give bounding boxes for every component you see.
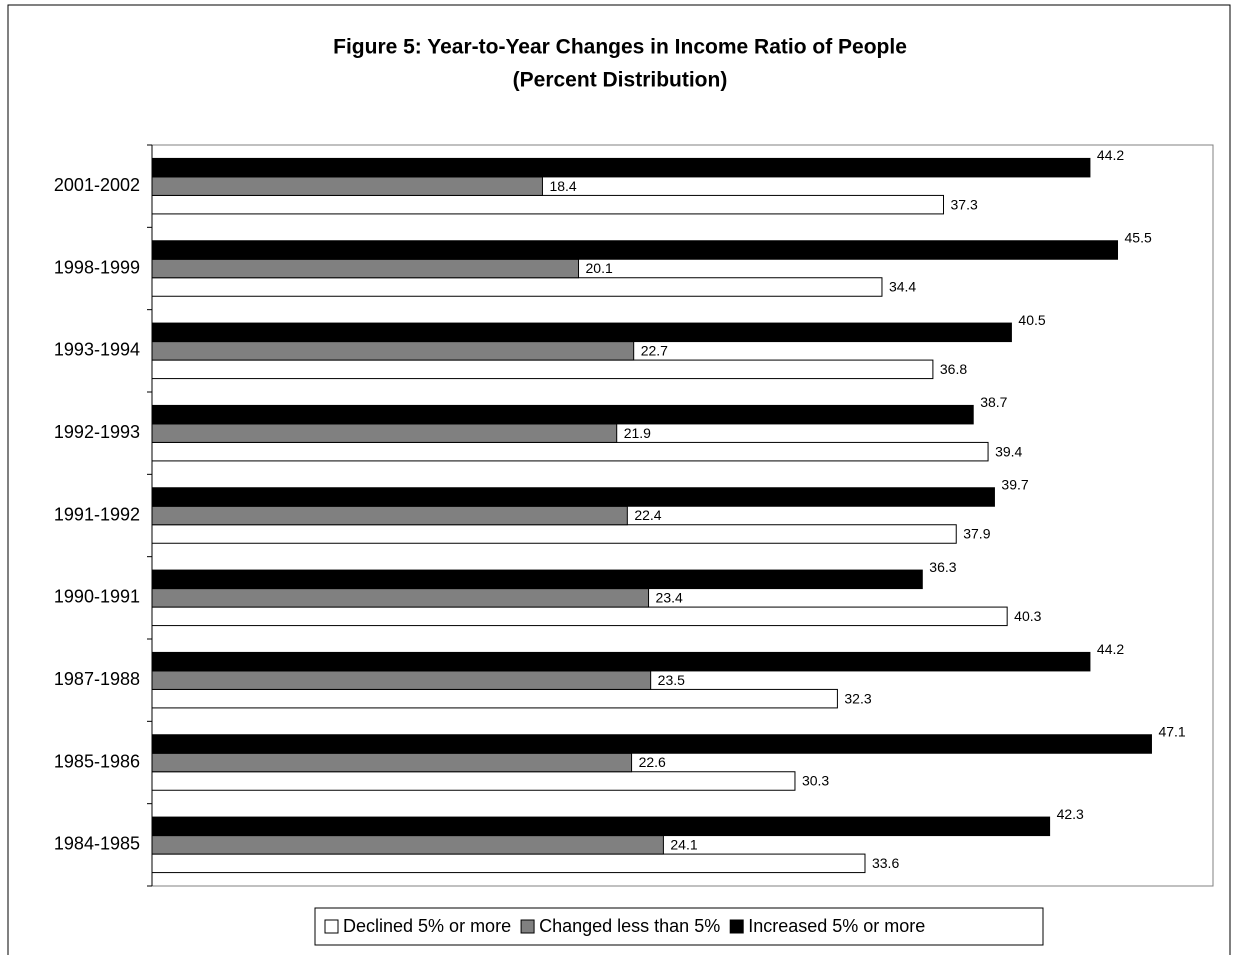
bar: [151, 505, 628, 526]
data-label: 44.2: [1097, 641, 1124, 657]
data-label: 22.6: [639, 754, 666, 770]
legend-swatch: [324, 919, 339, 934]
data-label: 39.7: [1001, 476, 1028, 492]
bar: [151, 752, 633, 773]
data-label: 45.5: [1125, 229, 1152, 245]
bar: [151, 176, 543, 196]
legend-swatch: [729, 919, 744, 934]
data-label: 24.1: [670, 837, 697, 853]
chart-border: [7, 4, 1231, 955]
data-label: 23.4: [656, 590, 683, 606]
data-label: 47.1: [1158, 723, 1185, 739]
legend-label: Declined 5% or more: [343, 916, 511, 936]
data-label: 30.3: [802, 773, 829, 789]
data-label: 39.4: [995, 443, 1022, 459]
data-label: 21.9: [624, 425, 651, 441]
y-tick-label: 1991-1992: [54, 504, 140, 524]
chart-title: Figure 5: Year-to-Year Changes in Income…: [333, 36, 907, 59]
y-tick-label: 1998-1999: [54, 257, 140, 277]
legend-swatch: [520, 919, 535, 934]
data-label: 40.3: [1014, 608, 1041, 624]
chart-subtitle: (Percent Distribution): [513, 69, 728, 92]
y-tick-label: 1993-1994: [54, 340, 140, 360]
bar: [151, 322, 1012, 343]
data-label: 22.7: [641, 343, 668, 359]
bar: [151, 194, 945, 215]
y-tick-label: 1984-1985: [54, 834, 140, 854]
bar: [151, 341, 635, 361]
data-label: 34.4: [889, 279, 916, 295]
data-label: 20.1: [586, 260, 613, 276]
data-label: 32.3: [844, 690, 871, 706]
bar: [151, 835, 664, 855]
y-tick-label: 1990-1991: [54, 587, 140, 607]
bar: [151, 423, 618, 443]
data-label: 22.4: [634, 507, 661, 523]
bar: [151, 651, 1091, 672]
data-label: 23.5: [658, 672, 685, 688]
bar: [151, 734, 1152, 754]
data-label: 36.8: [940, 361, 967, 377]
y-tick-label: 1987-1988: [54, 669, 140, 689]
data-label: 33.6: [872, 855, 899, 871]
data-label: 42.3: [1057, 806, 1084, 822]
bar: [151, 569, 923, 590]
bar: [151, 588, 650, 608]
data-label: 37.9: [963, 526, 990, 542]
data-label: 44.2: [1097, 147, 1124, 163]
data-label: 36.3: [929, 559, 956, 575]
data-label: 38.7: [980, 394, 1007, 410]
bar: [151, 670, 652, 690]
data-label: 18.4: [549, 178, 576, 194]
bar: [151, 606, 1008, 627]
y-tick-label: 1992-1993: [54, 422, 140, 442]
data-label: 37.3: [951, 196, 978, 212]
bar: [151, 359, 934, 380]
y-tick-label: 2001-2002: [54, 175, 140, 195]
bar: [151, 404, 974, 425]
bar: [151, 277, 883, 297]
bar: [151, 816, 1051, 837]
bar: [151, 771, 796, 791]
bar: [151, 240, 1119, 260]
bar: [151, 441, 989, 462]
bar: [151, 853, 866, 874]
y-tick-label: 1985-1986: [54, 751, 140, 771]
legend-label: Changed less than 5%: [539, 916, 720, 936]
legend-label: Increased 5% or more: [748, 916, 925, 936]
data-label: 40.5: [1018, 312, 1045, 328]
bar: [151, 258, 580, 279]
bar: [151, 157, 1091, 178]
bar: [151, 524, 957, 544]
legend-box: [314, 907, 1044, 946]
bar: [151, 688, 838, 709]
bar: [151, 487, 995, 507]
